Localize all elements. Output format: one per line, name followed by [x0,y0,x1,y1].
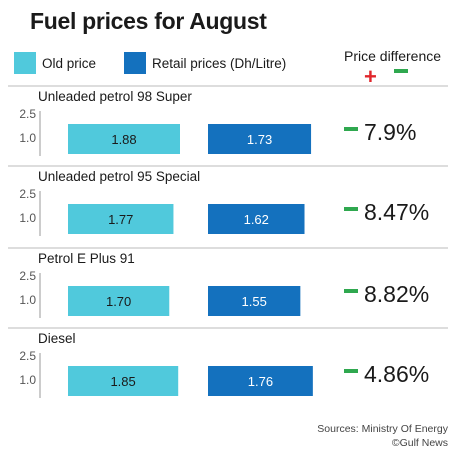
copyright-line: ©Gulf News [391,437,448,449]
price-difference-value: 4.86% [364,361,429,387]
retail-price-bar [208,286,301,316]
retail-price-bar [208,366,313,396]
y-tick-label: 2.5 [19,269,36,283]
legend-old-price: Old price [14,52,96,74]
source-line: Sources: Ministry Of Energy [317,423,448,435]
old-price-bar [68,124,180,154]
legend-old-swatch [14,52,36,74]
panel-title: Unleaded petrol 98 Super [38,89,192,104]
decrease-icon [344,289,358,293]
decrease-icon [344,127,358,131]
decrease-icon [344,207,358,211]
retail-price-bar [208,124,312,154]
decrease-icon [394,69,408,73]
legend-retail-swatch [124,52,146,74]
panel-title: Petrol E Plus 91 [38,251,135,266]
y-tick-label: 2.5 [19,349,36,363]
bar-value-label: 1.55 [242,294,267,309]
bar-value-label: 1.62 [244,212,269,227]
price-difference-header: Price difference [344,48,442,64]
increase-icon: + [364,64,377,89]
price-difference-value: 7.9% [364,119,416,145]
bar-value-label: 1.70 [106,294,131,309]
bar-value-label: 1.76 [248,374,273,389]
old-price-bar [68,286,170,316]
old-price-bar [68,366,179,396]
decrease-icon [344,369,358,373]
panel-title: Unleaded petrol 95 Special [38,169,200,184]
y-tick-label: 2.5 [19,107,36,121]
source-note: Sources: Ministry Of Energy ©Gulf News [317,422,448,450]
old-price-bar [68,204,174,234]
y-tick-label: 1.0 [19,131,36,145]
y-tick-label: 1.0 [19,211,36,225]
bar-value-label: 1.77 [108,212,133,227]
price-difference-value: 8.47% [364,199,429,225]
legend-retail-price: Retail prices (Dh/Litre) [124,52,286,74]
bar-value-label: 1.88 [111,132,136,147]
y-tick-label: 1.0 [19,373,36,387]
price-difference-value: 8.82% [364,281,429,307]
retail-price-bar [208,204,305,234]
legend-retail-label: Retail prices (Dh/Litre) [152,55,287,71]
bar-value-label: 1.73 [247,132,272,147]
bar-value-label: 1.85 [110,374,135,389]
y-tick-label: 1.0 [19,293,36,307]
legend-old-label: Old price [42,55,97,71]
y-tick-label: 2.5 [19,187,36,201]
panel-title: Diesel [38,331,76,346]
chart-title: Fuel prices for August [30,8,267,34]
